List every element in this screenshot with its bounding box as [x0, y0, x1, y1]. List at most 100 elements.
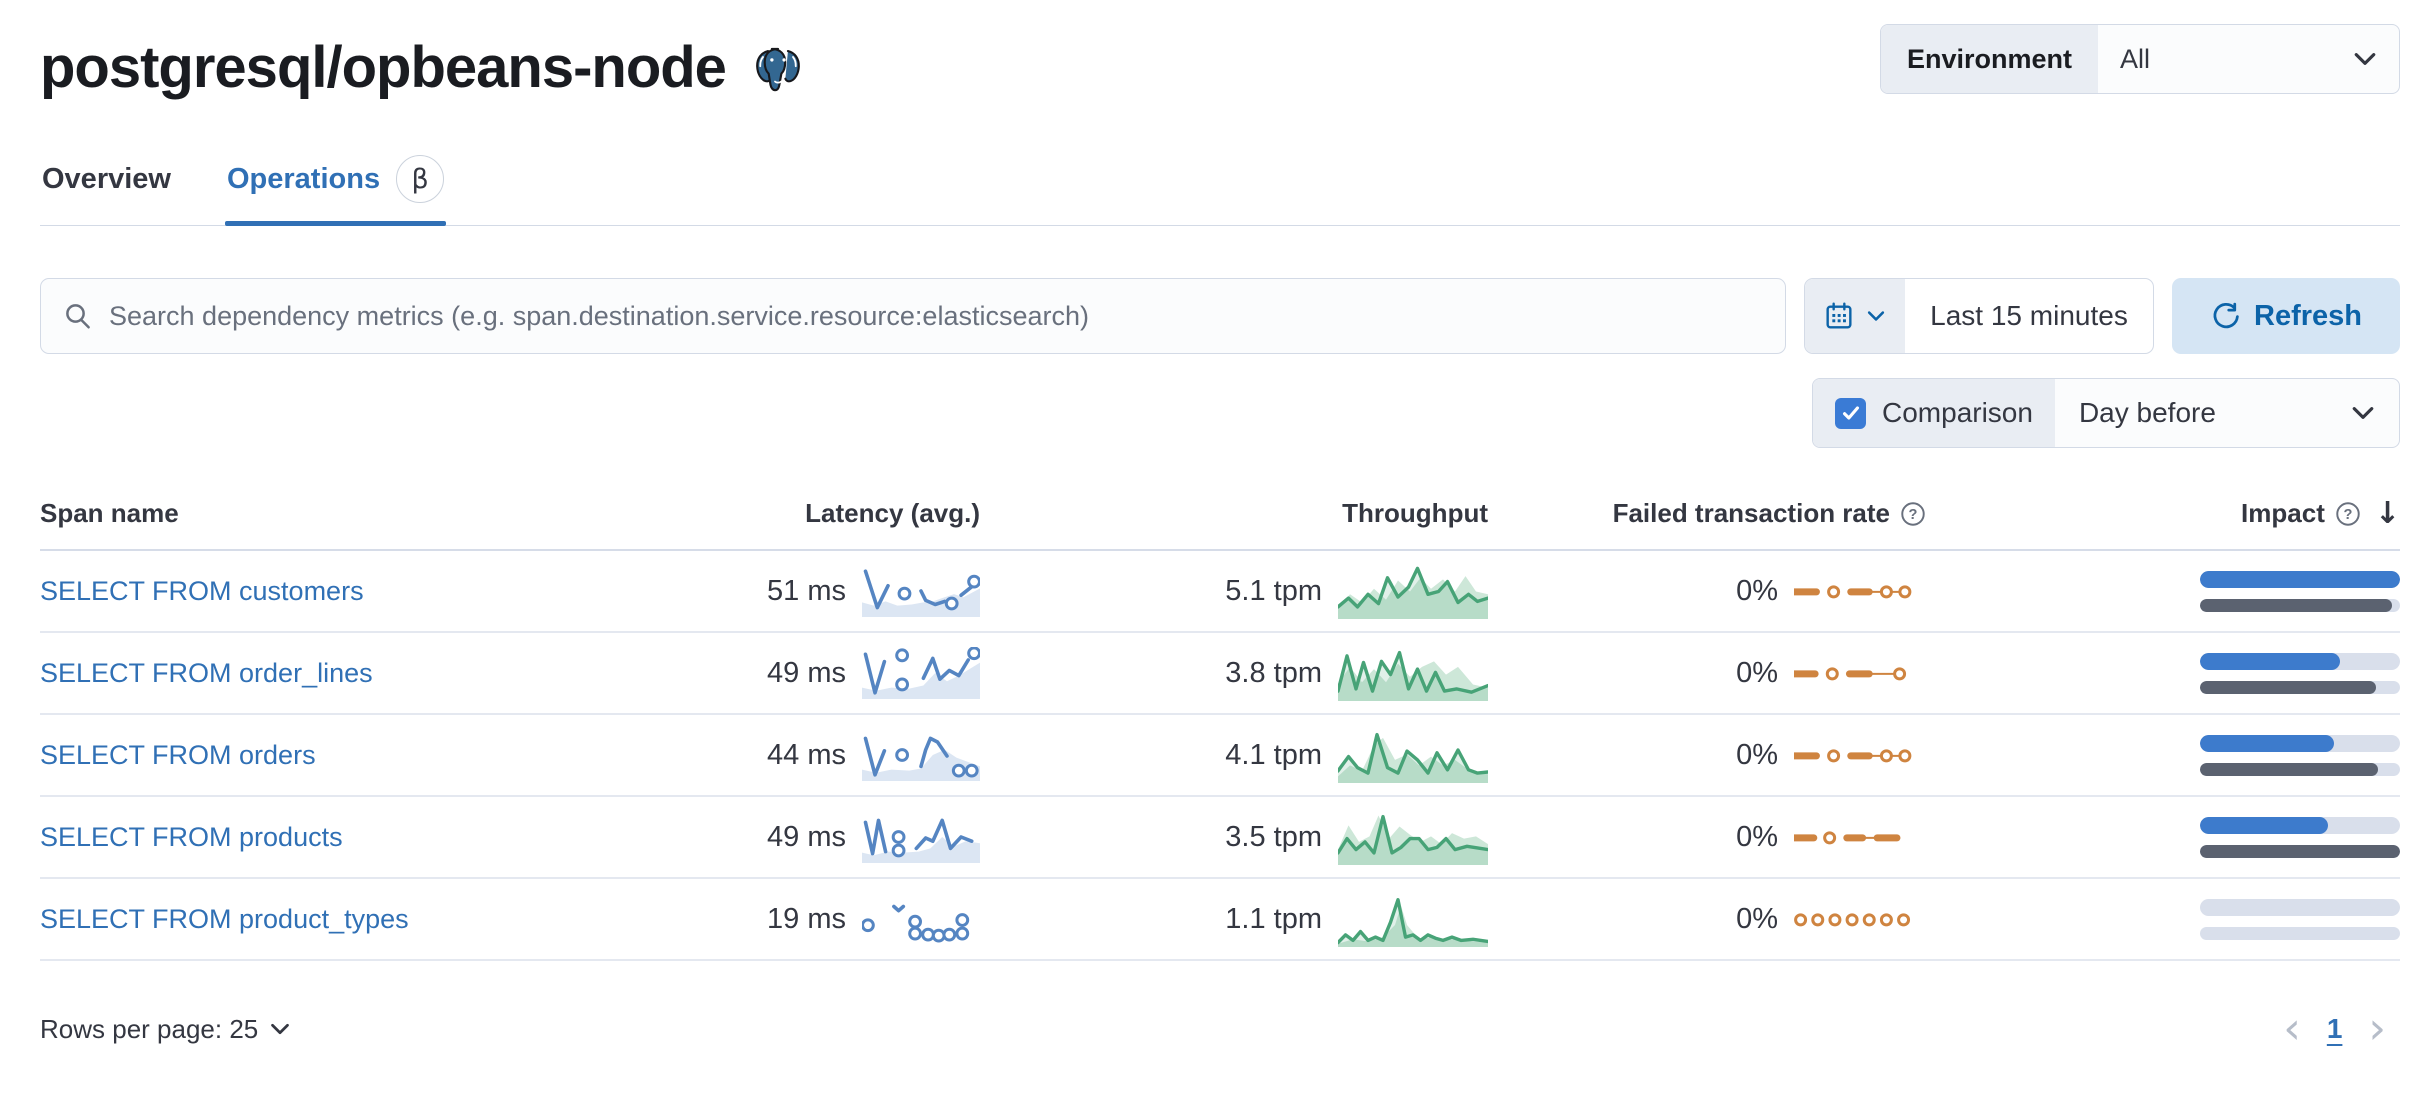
- table-row: SELECT FROM order_lines 49 ms 3.8 tpm 0%: [40, 633, 2400, 715]
- page-header: postgresql/opbeans-node Environment All: [40, 0, 2400, 101]
- postgresql-elephant-icon: [756, 47, 800, 91]
- search-box: [40, 278, 1786, 354]
- latency-value: 51 ms: [767, 574, 846, 607]
- previous-page-chevron-icon[interactable]: ‹: [2283, 1003, 2301, 1054]
- span-name-link[interactable]: SELECT FROM customers: [40, 575, 364, 606]
- failed-rate-value: 0%: [1736, 656, 1778, 689]
- help-icon: ?: [2335, 501, 2361, 527]
- table-row: SELECT FROM products 49 ms 3.5 tpm 0%: [40, 797, 2400, 879]
- impact-previous-bar: [2200, 844, 2400, 858]
- table-body: SELECT FROM customers 51 ms 5.1 tpm 0% S…: [40, 551, 2400, 961]
- latency-sparkline: [862, 565, 980, 617]
- failed-rate-sparkline: [1794, 569, 1926, 613]
- pagination: ‹ 1 ›: [2283, 1007, 2400, 1051]
- failed-rate-sparkline: [1794, 733, 1926, 777]
- impact-current-bar: [2200, 652, 2340, 670]
- impact-bars: [2200, 898, 2400, 940]
- impact-bars: [2200, 570, 2400, 612]
- span-name-link[interactable]: SELECT FROM product_types: [40, 903, 409, 934]
- impact-current-bar: [2200, 816, 2328, 834]
- comparison-row: Comparison Day before: [40, 378, 2400, 448]
- comparison-checkbox[interactable]: [1835, 397, 1866, 429]
- failed-rate-value: 0%: [1736, 738, 1778, 771]
- chevron-down-icon: [2351, 25, 2399, 93]
- throughput-value: 4.1 tpm: [1225, 738, 1322, 771]
- svg-text:?: ?: [1909, 506, 1918, 522]
- failed-rate-sparkline: [1794, 651, 1926, 695]
- search-input[interactable]: [109, 300, 1763, 332]
- table-row: SELECT FROM orders 44 ms 4.1 tpm 0%: [40, 715, 2400, 797]
- tab-operations-label: Operations: [226, 162, 381, 195]
- tab-operations[interactable]: Operations β: [224, 141, 447, 226]
- date-picker: Last 15 minutes: [1804, 278, 2154, 354]
- help-icon: ?: [1900, 501, 1926, 527]
- column-header-failed-rate[interactable]: Failed transaction rate ?: [1500, 498, 1950, 529]
- search-icon: [66, 304, 90, 329]
- latency-sparkline: [862, 893, 980, 945]
- calendar-icon: [1826, 302, 1852, 329]
- check-icon: [1842, 406, 1859, 420]
- throughput-value: 3.5 tpm: [1225, 820, 1322, 853]
- latency-value: 49 ms: [767, 656, 846, 689]
- impact-current-bar: [2200, 734, 2334, 752]
- tab-overview-label: Overview: [42, 162, 171, 195]
- comparison-label: Comparison: [1882, 397, 2033, 428]
- next-page-chevron-icon[interactable]: ›: [2368, 1003, 2386, 1054]
- refresh-label: Refresh: [2254, 299, 2362, 332]
- latency-sparkline: [862, 647, 980, 699]
- failed-rate-value: 0%: [1736, 574, 1778, 607]
- table-footer: Rows per page: 25 ‹ 1 ›: [40, 1007, 2400, 1051]
- throughput-value: 5.1 tpm: [1225, 574, 1322, 607]
- latency-value: 49 ms: [767, 820, 846, 853]
- chevron-down-icon: [2349, 379, 2399, 447]
- throughput-value: 1.1 tpm: [1225, 902, 1322, 935]
- latency-sparkline: [862, 811, 980, 863]
- chevron-down-icon: [271, 1023, 290, 1035]
- operations-table: Span name Latency (avg.) Throughput Fail…: [40, 496, 2400, 961]
- throughput-value: 3.8 tpm: [1225, 656, 1322, 689]
- impact-bars: [2200, 816, 2400, 858]
- throughput-sparkline: [1338, 728, 1488, 783]
- column-header-impact[interactable]: Impact ? ↓: [2241, 496, 2400, 531]
- span-name-link[interactable]: SELECT FROM order_lines: [40, 657, 373, 688]
- throughput-sparkline: [1338, 646, 1488, 701]
- refresh-button[interactable]: Refresh: [2172, 278, 2400, 354]
- tab-overview[interactable]: Overview: [40, 141, 173, 225]
- table-row: SELECT FROM customers 51 ms 5.1 tpm 0%: [40, 551, 2400, 633]
- throughput-sparkline: [1338, 810, 1488, 865]
- rows-per-page-button[interactable]: Rows per page: 25: [40, 1014, 292, 1045]
- impact-previous-bar: [2200, 680, 2376, 694]
- impact-bars: [2200, 652, 2400, 694]
- column-header-latency[interactable]: Latency (avg.): [805, 498, 980, 528]
- sort-descending-icon: ↓: [2374, 496, 2400, 531]
- impact-previous-bar: [2200, 762, 2378, 776]
- toolbar: Last 15 minutes Refresh: [40, 278, 2400, 354]
- table-header: Span name Latency (avg.) Throughput Fail…: [40, 496, 2400, 551]
- environment-label: Environment: [1881, 25, 2099, 93]
- environment-select[interactable]: Environment All: [1880, 24, 2400, 94]
- tab-bar: Overview Operations β: [40, 141, 2400, 226]
- span-name-link[interactable]: SELECT FROM products: [40, 821, 343, 852]
- page-number[interactable]: 1: [2326, 1013, 2343, 1044]
- column-header-span-name[interactable]: Span name: [40, 498, 179, 528]
- environment-value: All: [2120, 43, 2151, 74]
- throughput-sparkline: [1338, 892, 1488, 947]
- comparison-control: Comparison Day before: [1812, 378, 2400, 448]
- svg-text:?: ?: [2343, 506, 2352, 522]
- chevron-down-icon: [1867, 311, 1885, 321]
- refresh-icon: [2213, 302, 2239, 329]
- impact-bars: [2200, 734, 2400, 776]
- latency-value: 44 ms: [767, 738, 846, 771]
- latency-sparkline: [862, 729, 980, 781]
- failed-rate-value: 0%: [1736, 902, 1778, 935]
- throughput-sparkline: [1338, 564, 1488, 619]
- column-header-throughput[interactable]: Throughput: [1342, 498, 1488, 528]
- comparison-select[interactable]: Day before: [2078, 397, 2216, 428]
- impact-current-bar: [2200, 570, 2400, 588]
- date-quick-select-button[interactable]: [1805, 279, 1905, 353]
- span-name-link[interactable]: SELECT FROM orders: [40, 739, 316, 770]
- time-range-button[interactable]: Last 15 minutes: [1930, 300, 2128, 331]
- page-title: postgresql/opbeans-node: [40, 35, 727, 100]
- failed-rate-sparkline: [1794, 897, 1926, 941]
- dependency-operations-page: postgresql/opbeans-node Environment All: [40, 0, 2400, 1051]
